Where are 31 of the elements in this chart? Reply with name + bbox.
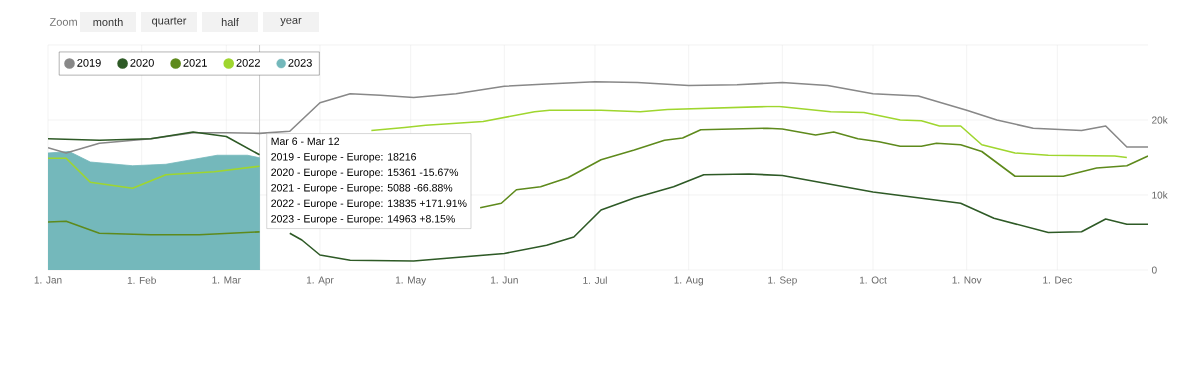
text: Zoom [49, 18, 77, 26]
text: half [221, 17, 239, 27]
text: year [280, 17, 302, 27]
y-tick-label: 20k [1152, 116, 1168, 124]
x-tick-label: 1. Oct [859, 276, 887, 284]
x-tick-label: 1. Jul [583, 276, 607, 284]
x-tick-label: 1. Nov [952, 276, 982, 284]
x-tick-label: 1. Dec [1043, 276, 1072, 284]
x-tick-label: 1. Sep [768, 276, 797, 286]
annotation: 2023 - Europe - Europe: 14963 +8.15% [271, 215, 455, 225]
text: month [93, 17, 123, 27]
x-tick-label: 1. Jun [491, 276, 518, 284]
x-tick-label: 1. May [395, 276, 427, 286]
legend-label: 2023 [288, 58, 312, 67]
y-tick-label: 0 [1151, 266, 1157, 274]
y-tick-label: 10k [1152, 191, 1168, 199]
annotation: 2022 - Europe - Europe: 13835 +171.91% [271, 199, 467, 210]
x-tick-label: 1. Feb [127, 276, 156, 284]
x-tick-label: 1. Jan [34, 276, 62, 284]
annotation: 2021 - Europe - Europe: 5088 -66.88% [271, 184, 453, 194]
annotation: 2019 - Europe - Europe: 18216 [271, 153, 416, 163]
legend-label: 2019 [77, 58, 101, 67]
legend-label: 2022 [236, 58, 260, 67]
annotation: 2020 - Europe - Europe: 15361 -15.67% [271, 168, 459, 179]
x-tick-label: 1. Apr [306, 276, 334, 286]
legend-label: 2021 [183, 58, 207, 67]
annotation: Mar 6 - Mar 12 [271, 137, 340, 146]
x-tick-label: 1. Aug [674, 276, 703, 286]
text: quarter [152, 17, 187, 27]
legend-label: 2020 [130, 58, 154, 67]
x-tick-label: 1. Mar [212, 276, 241, 284]
